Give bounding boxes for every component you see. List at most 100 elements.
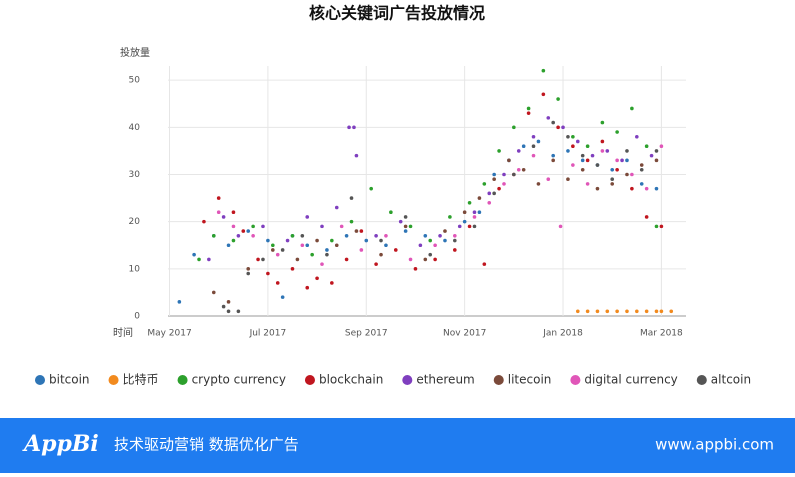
- point: [266, 238, 270, 243]
- footer-logo: AppBi: [22, 431, 99, 457]
- point: [551, 153, 555, 158]
- point: [610, 177, 615, 182]
- point: [644, 215, 649, 219]
- point: [457, 224, 462, 229]
- point: [487, 200, 492, 205]
- x-tick-label: Sep 2017: [345, 329, 388, 339]
- point: [315, 276, 319, 281]
- point: [453, 248, 457, 252]
- point: [580, 158, 585, 163]
- point: [531, 134, 536, 139]
- point: [605, 149, 610, 153]
- point: [379, 252, 383, 257]
- point: [325, 252, 329, 257]
- point: [334, 243, 339, 248]
- point: [477, 210, 482, 215]
- point: [531, 153, 536, 158]
- point: [266, 271, 270, 276]
- point: [344, 257, 349, 262]
- point: [433, 243, 437, 248]
- point: [236, 234, 241, 238]
- point: [536, 182, 541, 186]
- point: [211, 234, 216, 238]
- point: [477, 196, 482, 200]
- point: [654, 186, 659, 191]
- point: [482, 182, 487, 186]
- point: [216, 210, 221, 215]
- legend-marker: [35, 375, 45, 385]
- point: [226, 243, 231, 248]
- point: [285, 238, 290, 243]
- point: [551, 158, 555, 163]
- point: [226, 309, 231, 314]
- point: [305, 215, 310, 219]
- point: [546, 116, 551, 120]
- point: [330, 281, 334, 285]
- point: [315, 238, 319, 243]
- point: [359, 248, 364, 252]
- point: [374, 262, 378, 266]
- point: [231, 210, 236, 215]
- point: [369, 186, 373, 191]
- point: [546, 177, 551, 182]
- point: [290, 267, 295, 271]
- point: [231, 224, 236, 229]
- y-axis-label: 投放量: [120, 46, 150, 59]
- point: [256, 257, 260, 262]
- point: [585, 182, 590, 186]
- point: [347, 125, 351, 130]
- point: [280, 295, 285, 299]
- point: [610, 182, 615, 186]
- point: [654, 158, 659, 163]
- point: [512, 172, 516, 177]
- legend-marker: [108, 375, 119, 385]
- point: [177, 300, 182, 304]
- legend-label: litecoin: [508, 373, 552, 387]
- chart-title: 核心关键词广告投放情况: [309, 4, 485, 23]
- point: [374, 234, 378, 238]
- point: [630, 186, 634, 191]
- point: [241, 229, 246, 233]
- x-axis-label: 时间: [113, 326, 133, 339]
- point: [492, 191, 496, 196]
- point: [649, 153, 654, 158]
- point: [354, 229, 359, 233]
- point: [221, 215, 226, 219]
- point: [462, 219, 467, 224]
- y-tick-label: 50: [129, 76, 141, 86]
- point: [556, 97, 560, 101]
- point: [211, 290, 216, 295]
- point: [330, 238, 334, 243]
- point: [290, 234, 295, 238]
- legend-label: ethereum: [416, 373, 474, 387]
- point: [408, 224, 413, 229]
- point: [630, 172, 634, 177]
- legend-label: 比特币: [123, 372, 159, 387]
- x-tick-label: Mar 2018: [640, 329, 683, 339]
- legend-marker: [570, 375, 581, 385]
- point: [566, 177, 570, 182]
- point: [575, 309, 580, 314]
- point: [644, 309, 649, 314]
- point: [669, 309, 674, 314]
- point: [600, 120, 605, 125]
- point: [246, 271, 251, 276]
- point: [615, 130, 619, 134]
- point: [261, 224, 265, 229]
- point: [448, 215, 452, 219]
- point: [334, 205, 339, 210]
- point: [625, 309, 629, 314]
- legend-marker: [177, 375, 188, 385]
- point: [625, 158, 629, 163]
- point: [644, 144, 649, 148]
- y-tick-label: 40: [129, 123, 141, 133]
- point: [482, 262, 487, 266]
- point: [325, 248, 329, 252]
- y-tick-label: 20: [129, 217, 141, 227]
- point: [251, 234, 255, 238]
- point: [635, 309, 639, 314]
- point: [271, 243, 275, 248]
- point: [344, 234, 349, 238]
- point: [497, 149, 501, 153]
